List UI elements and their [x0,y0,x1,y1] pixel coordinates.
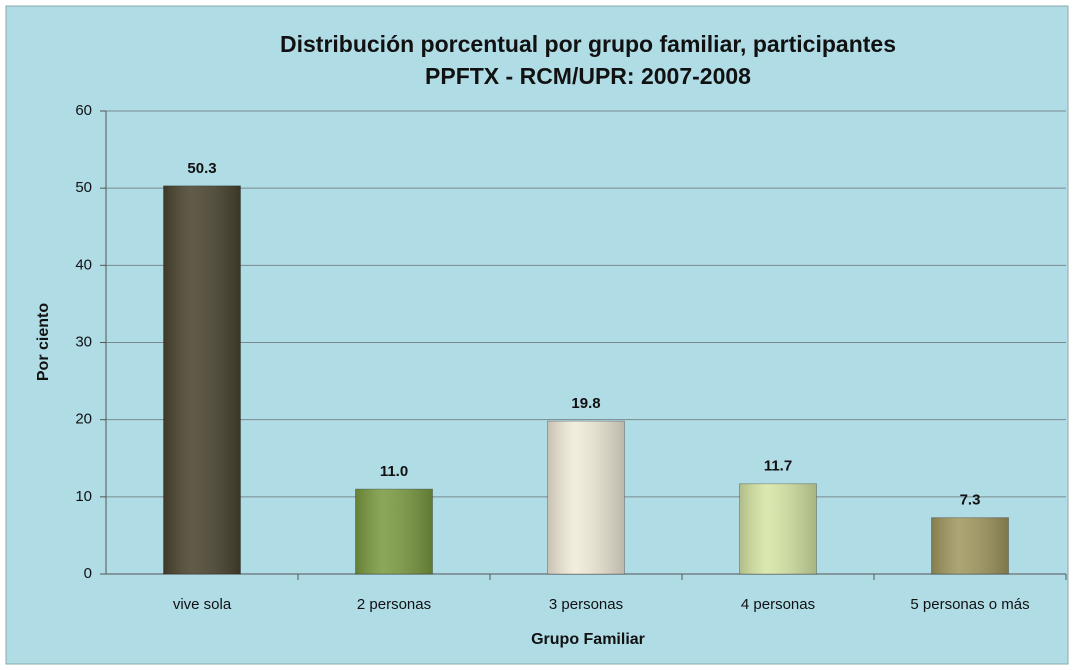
y-tick-label: 40 [75,256,92,273]
y-tick-label: 50 [75,179,92,196]
y-tick-label: 10 [75,488,92,505]
x-tick-label: 4 personas [741,596,815,613]
x-tick-label: 3 personas [549,596,623,613]
x-tick-label: 2 personas [357,596,431,613]
bar-shading [547,421,625,574]
bar-shading [931,517,1009,574]
y-tick-label: 0 [84,565,92,582]
value-label: 11.7 [764,458,792,475]
value-label: 19.8 [571,395,600,412]
x-tick-label: vive sola [173,596,232,613]
y-tick-label: 30 [75,333,92,350]
x-axis-label: Grupo Familiar [531,631,645,648]
y-axis-label: Por ciento [35,303,52,381]
bar-shading [355,489,433,574]
value-label: 50.3 [187,160,216,177]
y-tick-label: 20 [75,411,92,428]
value-label: 11.0 [380,463,408,480]
y-tick-label: 60 [75,102,92,119]
bar-shading [739,483,817,574]
chart-title: Distribución porcentual por grupo famili… [280,31,896,57]
x-tick-label: 5 personas o más [910,596,1029,613]
chart-subtitle: PPFTX - RCM/UPR: 2007-2008 [425,63,751,89]
bar-shading [163,185,241,574]
value-label: 7.3 [960,492,981,509]
